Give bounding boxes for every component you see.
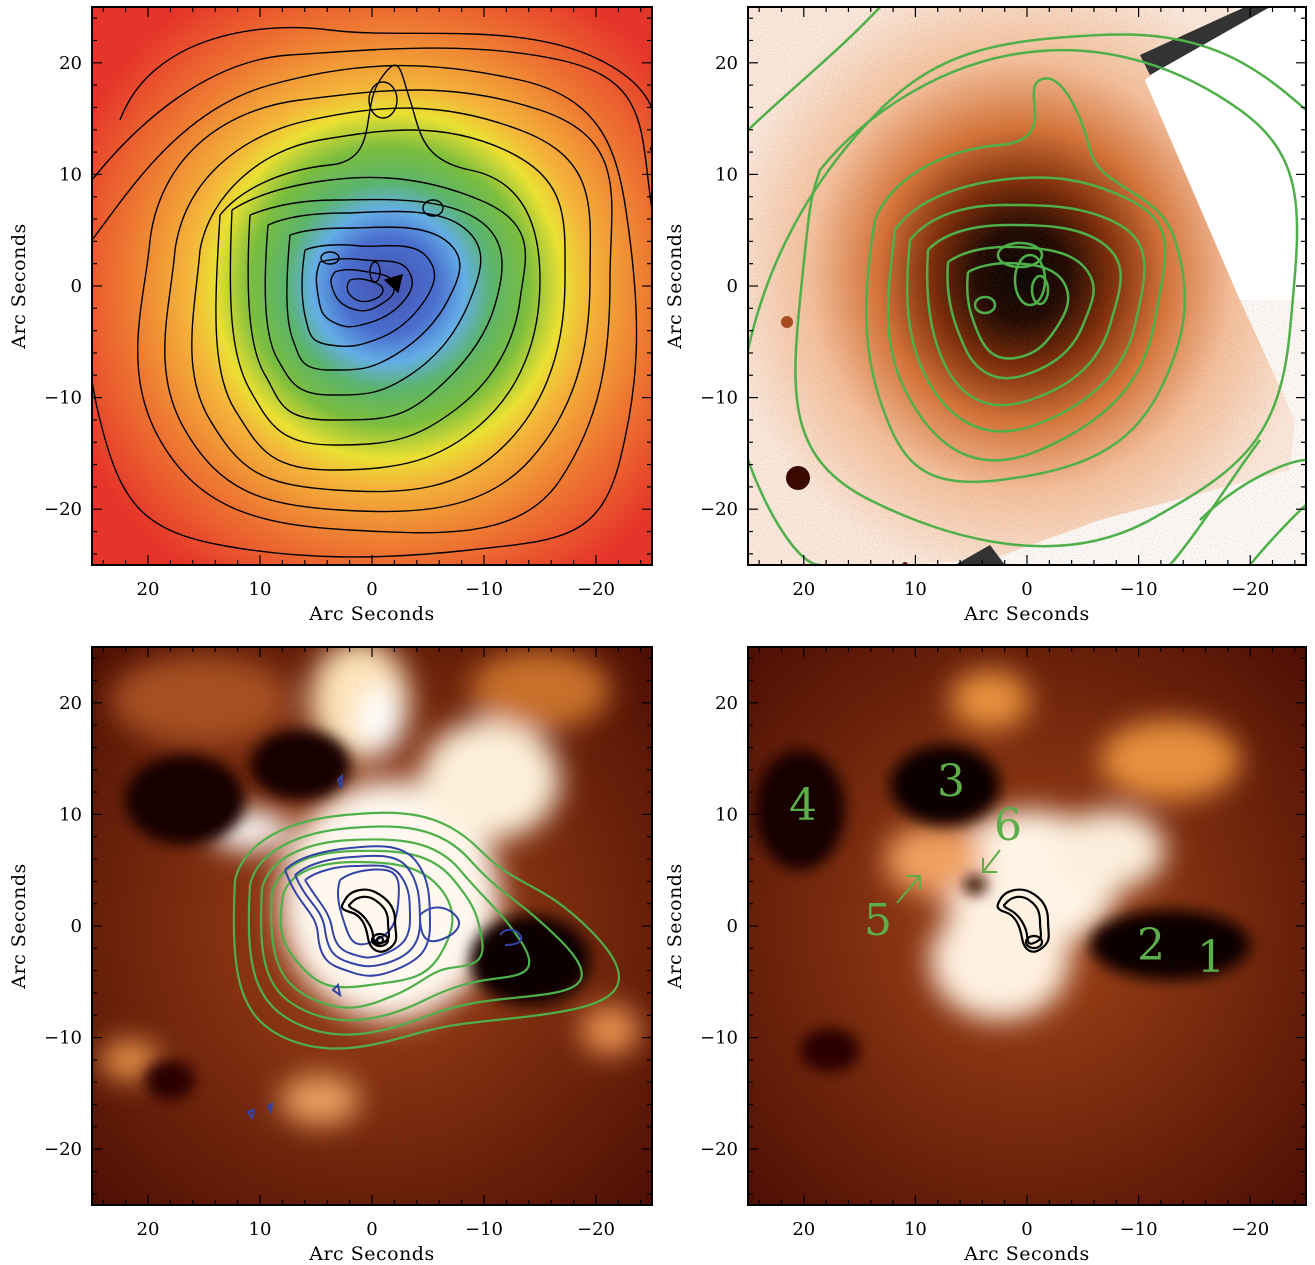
y-tick-label: 20 (715, 53, 738, 74)
x-axis-label: Arc Seconds (308, 603, 434, 625)
marker-2: 2 (1137, 920, 1165, 971)
x-tick-label: 20 (792, 1219, 815, 1240)
x-axis-label: Arc Seconds (308, 1243, 434, 1265)
y-tick-label: 0 (71, 916, 82, 937)
x-tick-label: 10 (249, 579, 272, 600)
blue-contours (246, 773, 523, 1121)
black-contours (340, 888, 398, 953)
marker-3: 3 (937, 756, 965, 807)
x-tick-label: 10 (249, 1219, 272, 1240)
green-contours (232, 811, 621, 1050)
y-axis-label: Arc Seconds (8, 223, 30, 349)
y-tick-label: 0 (727, 916, 738, 937)
x-tick-label: 20 (137, 579, 160, 600)
panel-residual-contours (91, 646, 653, 1206)
x-tick-label: 0 (366, 1219, 377, 1240)
x-axis-label: Arc Seconds (963, 1243, 1089, 1265)
y-tick-label: 20 (59, 53, 82, 74)
black-contours (92, 26, 652, 558)
x-tick-label: −20 (577, 579, 615, 600)
x-tick-label: 10 (904, 579, 927, 600)
y-tick-label: −10 (44, 1028, 82, 1049)
y-tick-label: −10 (700, 388, 738, 409)
x-tick-label: 0 (366, 579, 377, 600)
x-tick-label: 20 (137, 1219, 160, 1240)
y-axis-label: Arc Seconds (8, 863, 30, 989)
x-tick-label: 0 (1021, 1219, 1032, 1240)
panel-residual-regions: 1 2 3 4 5 6 (747, 646, 1307, 1206)
x-tick-label: −10 (1120, 1219, 1158, 1240)
y-tick-label: 10 (59, 164, 82, 185)
y-tick-label: −20 (44, 1139, 82, 1160)
black-contours (996, 888, 1050, 953)
region-markers: 1 2 3 4 5 6 (789, 756, 1225, 983)
y-axis-label: Arc Seconds (664, 223, 686, 349)
y-axis-label: Arc Seconds (664, 863, 686, 989)
y-tick-label: 10 (715, 164, 738, 185)
panel-optical-image (747, 6, 1307, 566)
y-tick-label: −20 (700, 1139, 738, 1160)
green-contours (748, 7, 1306, 565)
x-tick-label: 10 (904, 1219, 927, 1240)
y-tick-label: −20 (44, 499, 82, 520)
y-tick-label: 20 (59, 693, 82, 714)
marker-4: 4 (789, 780, 817, 831)
y-tick-label: −20 (700, 499, 738, 520)
y-tick-label: 0 (727, 276, 738, 297)
y-tick-label: 0 (71, 276, 82, 297)
y-tick-label: −10 (700, 1028, 738, 1049)
marker-6: 6 (994, 800, 1022, 851)
x-tick-label: −10 (465, 579, 503, 600)
x-tick-label: −10 (465, 1219, 503, 1240)
y-tick-label: 20 (715, 693, 738, 714)
x-tick-label: 0 (1021, 579, 1032, 600)
x-tick-label: −20 (1231, 579, 1269, 600)
arrows (896, 849, 1001, 904)
y-tick-label: 10 (715, 804, 738, 825)
marker-1: 1 (1197, 932, 1225, 983)
x-axis-label: Arc Seconds (963, 603, 1089, 625)
x-tick-label: −20 (1231, 1219, 1269, 1240)
y-tick-label: −10 (44, 388, 82, 409)
panel-temperature-map (91, 6, 653, 566)
x-tick-label: −20 (577, 1219, 615, 1240)
temperature-map-image (92, 7, 652, 565)
x-tick-label: 20 (792, 579, 815, 600)
x-tick-label: −10 (1120, 579, 1158, 600)
y-tick-label: 10 (59, 804, 82, 825)
marker-5: 5 (864, 895, 892, 946)
